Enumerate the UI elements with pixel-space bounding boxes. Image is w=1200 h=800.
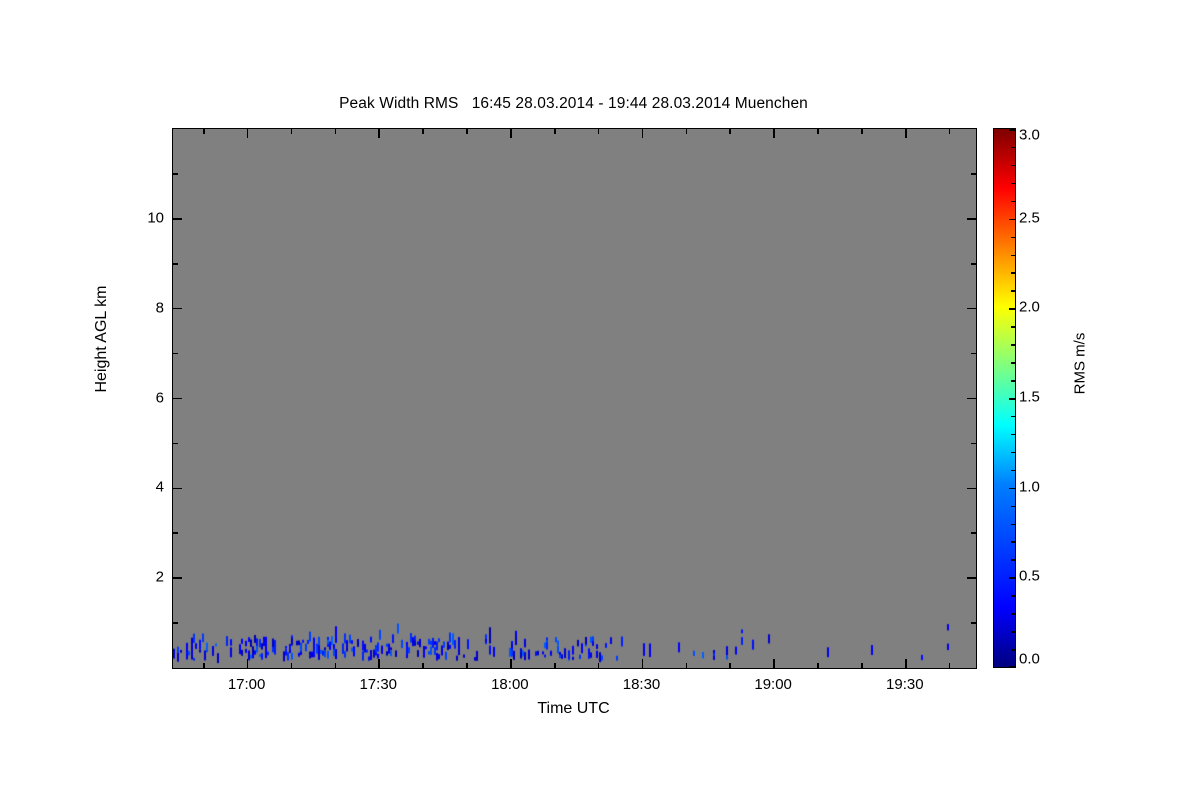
x-axis-tick-labels: 17:00 17:30 18:00 18:30 19:00 19:30 — [172, 676, 975, 698]
plot-axes[interactable] — [172, 128, 977, 669]
colorbar-tick-labels: 0.0 0.5 1.0 1.5 2.0 2.5 3.0 — [1019, 126, 1065, 668]
x-tick-label: 17:00 — [227, 676, 266, 693]
y-tick-label: 10 — [147, 209, 164, 227]
colorbar-title: RMS m/s — [1071, 332, 1089, 395]
y-tick-label: 2 — [155, 568, 164, 586]
x-tick-label: 18:30 — [622, 676, 661, 693]
colorbar-tick-label: 2.0 — [1019, 298, 1040, 316]
colorbar-tick-label: 0.5 — [1019, 567, 1040, 585]
y-tick-label: 6 — [155, 389, 164, 406]
colorbar — [993, 128, 1016, 668]
heatmap-data-area — [173, 129, 976, 668]
x-tick-label: 17:30 — [359, 676, 398, 693]
y-axis-tick-labels: 2 4 6 8 10 — [110, 128, 164, 667]
y-tick-label: 4 — [155, 478, 164, 496]
colorbar-tick-label: 1.5 — [1019, 388, 1040, 406]
colorbar-tick-label: 0.0 — [1019, 650, 1040, 668]
page-title: Peak Width RMS 16:45 28.03.2014 - 19:44 … — [339, 95, 808, 112]
colorbar-tick-label: 1.0 — [1019, 478, 1040, 496]
x-tick-label: 19:30 — [886, 676, 924, 693]
colorbar-gradient — [994, 129, 1015, 667]
y-axis-title: Height AGL km — [93, 285, 110, 393]
x-tick-label: 18:00 — [491, 676, 529, 693]
x-tick-label: 19:00 — [754, 676, 792, 693]
colorbar-tick-label: 3.0 — [1019, 126, 1040, 144]
x-axis-title: Time UTC — [537, 700, 610, 717]
colorbar-tick-label: 2.5 — [1019, 209, 1040, 227]
y-tick-label: 8 — [155, 299, 164, 317]
